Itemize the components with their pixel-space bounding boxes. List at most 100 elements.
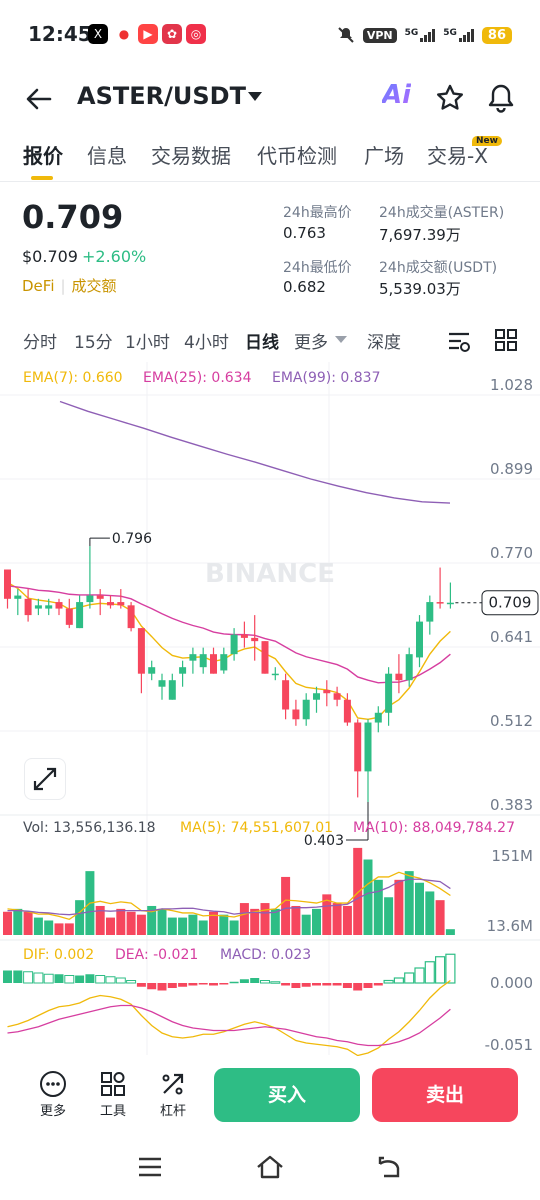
volume-bar — [188, 914, 198, 935]
macd-histogram-bar — [115, 977, 126, 984]
bell-icon[interactable] — [485, 82, 517, 114]
volume-bar — [404, 871, 414, 935]
candles — [4, 546, 454, 802]
more-label: 更多 — [39, 1104, 66, 1119]
candle-body — [14, 595, 22, 599]
candle-body — [343, 699, 351, 723]
star-icon[interactable] — [434, 82, 466, 114]
price-tick-label: 0.641 — [490, 628, 533, 646]
macd-histogram-bar — [301, 983, 311, 987]
price-tick-label: 0.770 — [490, 544, 533, 562]
more-dots-icon — [40, 1071, 66, 1097]
more-button[interactable]: 更多 — [28, 1070, 78, 1119]
candle-body — [385, 673, 393, 713]
volume-quote-label: 24h成交额(USDT) — [379, 260, 498, 276]
tab-square[interactable]: 广场 — [364, 144, 404, 168]
macd-histogram-bar — [270, 981, 281, 984]
macd-histogram-bar — [281, 983, 291, 986]
volume-bar — [106, 917, 115, 935]
volume-bar — [363, 859, 373, 935]
home-icon[interactable] — [255, 1154, 285, 1180]
tag-defi[interactable]: DeFi — [22, 277, 55, 295]
candle-body — [302, 699, 310, 720]
candle-body — [323, 689, 331, 694]
candle-body — [96, 595, 104, 599]
tab-trade-x[interactable]: 交易-X — [427, 144, 488, 168]
volume-bar — [342, 905, 352, 935]
interval-timeline[interactable]: 分时 — [23, 333, 57, 353]
volume-bar — [198, 920, 208, 935]
macd-histogram-bar — [95, 975, 106, 984]
macd-histogram-bar — [43, 973, 54, 984]
indicator-settings-icon[interactable] — [446, 328, 472, 354]
buy-button[interactable]: 买入 — [214, 1068, 360, 1122]
back-arrow-icon[interactable] — [24, 84, 54, 114]
menu-icon[interactable] — [136, 1156, 164, 1178]
candle-body — [220, 654, 228, 671]
back-nav-icon[interactable] — [376, 1154, 404, 1180]
tab-token-check[interactable]: 代币检测 — [257, 144, 337, 168]
volume-bar — [394, 879, 404, 935]
system-nav-bar — [0, 1130, 540, 1200]
macd-histogram-bar — [23, 971, 34, 984]
low-label: 24h最低价 — [283, 260, 352, 276]
macd-histogram-bar — [424, 961, 435, 984]
leverage-button[interactable]: 杠杆 — [148, 1070, 198, 1119]
volume-bar — [239, 903, 249, 935]
macd-histogram-bar — [414, 967, 425, 984]
macd-histogram-bar — [239, 979, 249, 983]
price-tick-label: 1.028 — [490, 376, 533, 394]
macd-legend-dif: DIF: 0.002 — [23, 947, 94, 963]
volume-quote-value: 5,539.03万 — [379, 280, 461, 298]
status-bar: 12:45 X ● ▶ ✿ ◎ VPN 5G 5G 86 — [0, 0, 540, 70]
volume-bar — [13, 908, 23, 935]
sell-button[interactable]: 卖出 — [372, 1068, 518, 1122]
tag-turnover[interactable]: 成交额 — [71, 277, 117, 295]
volume-bar — [270, 908, 280, 935]
tab-trading-data[interactable]: 交易数据 — [151, 144, 231, 168]
volume-bar — [167, 917, 177, 935]
pair-dropdown-icon[interactable] — [248, 92, 262, 101]
kline-chart[interactable]: BINANCE 1.028 0.899 0.770 0.641 0.512 0.383 0… — [0, 360, 540, 1056]
tab-quote[interactable]: 报价 — [23, 144, 63, 168]
tab-info[interactable]: 信息 — [87, 144, 127, 168]
bottom-action-bar: 更多 工具 杠杆 买入 卖出 — [0, 1058, 540, 1128]
interval-15m[interactable]: 15分 — [74, 333, 113, 353]
ema99-line — [59, 400, 451, 504]
new-badge: New — [472, 136, 502, 146]
macd-histogram-bar — [404, 972, 415, 984]
ai-icon[interactable]: Ai — [382, 80, 412, 110]
macd-histogram-bar — [167, 983, 177, 988]
interval-more[interactable]: 更多 — [294, 333, 328, 353]
volume-bar — [136, 914, 146, 935]
candle-body — [4, 569, 11, 599]
interval-1d[interactable]: 日线 — [245, 333, 279, 353]
macd-histogram-bar — [383, 979, 394, 984]
tag-row: DeFi | 成交额 — [22, 277, 117, 295]
macd-histogram-bar — [435, 956, 446, 984]
volume-bar — [44, 920, 54, 935]
candle-body — [158, 680, 166, 687]
macd-histogram-bar — [260, 980, 270, 984]
volume-ma5-line — [7, 871, 451, 921]
candle-body — [292, 709, 300, 720]
layout-grid-icon[interactable] — [494, 328, 518, 352]
fullscreen-button[interactable] — [24, 758, 66, 800]
pair-title[interactable]: ASTER/USDT — [77, 82, 246, 110]
volume-tick-label: 151M — [491, 847, 533, 865]
macd-histogram-bar — [188, 983, 198, 986]
interval-depth[interactable]: 深度 — [367, 333, 401, 353]
volume-tick-label: 13.6M — [487, 917, 533, 935]
macd-legend: DIF: 0.002 DEA: -0.021 MACD: 0.023 — [23, 947, 311, 963]
ema7-legend: EMA(7): 0.660 — [23, 370, 123, 386]
macd-histogram-bar — [3, 970, 12, 983]
interval-4h[interactable]: 4小时 — [184, 333, 229, 353]
ema25-line — [7, 585, 451, 684]
chevron-down-icon[interactable] — [334, 335, 348, 345]
candle-body — [374, 712, 382, 723]
interval-1h[interactable]: 1小时 — [125, 333, 170, 353]
volume-legend-vol: Vol: 13,556,136.18 — [23, 820, 156, 836]
macd-histogram-bar — [373, 983, 383, 986]
tools-button[interactable]: 工具 — [88, 1070, 138, 1119]
volume-ma10-line — [7, 878, 451, 916]
